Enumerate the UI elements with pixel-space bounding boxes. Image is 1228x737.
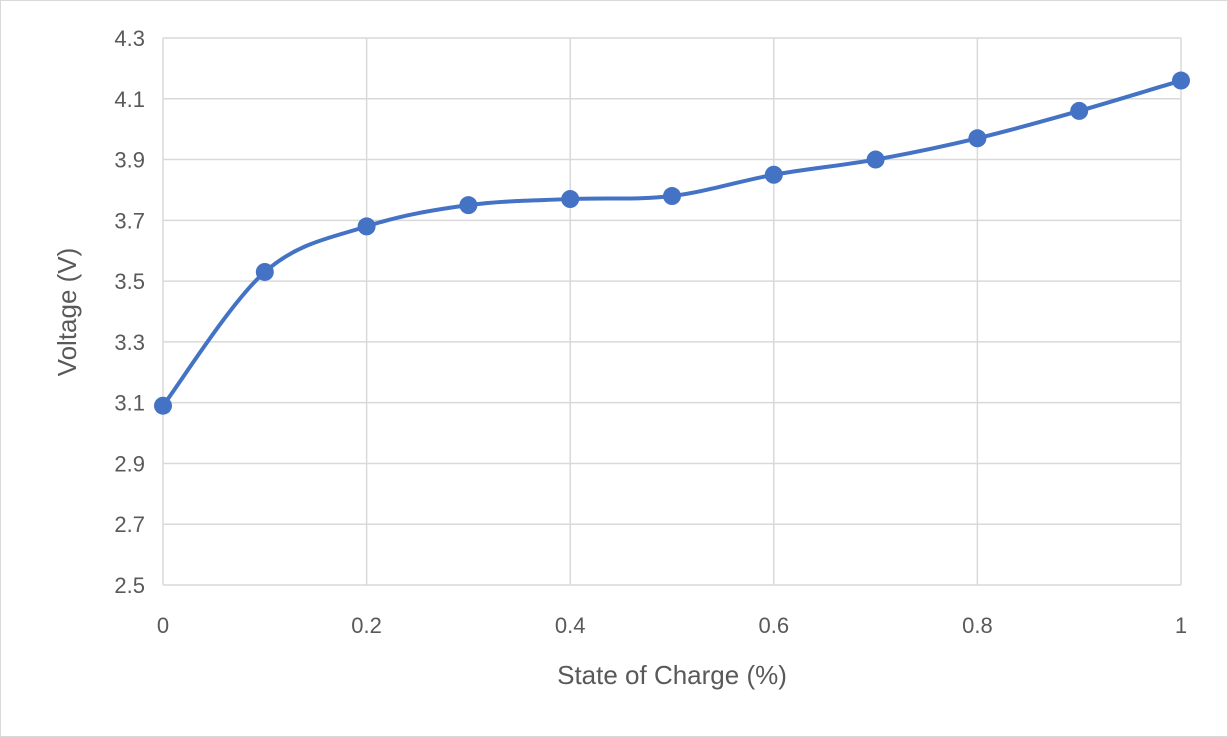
y-tick-label: 4.1 [114, 87, 145, 112]
data-point [968, 129, 987, 148]
y-tick-labels: 2.5 2.7 2.9 3.1 3.3 3.5 3.7 3.9 4.1 4.3 [114, 26, 145, 598]
data-point [663, 187, 681, 206]
x-tick-label: 0.2 [351, 613, 382, 638]
x-tick-labels: 0 0.2 0.4 0.6 0.8 1 [157, 613, 1187, 638]
x-tick-label: 1 [1175, 613, 1187, 638]
data-point [866, 150, 885, 169]
x-axis-title: State of Charge (%) [557, 660, 787, 690]
y-tick-label: 3.5 [114, 269, 145, 294]
x-tick-label: 0 [157, 613, 169, 638]
y-tick-label: 2.7 [114, 512, 145, 537]
y-tick-label: 3.3 [114, 330, 145, 355]
data-point [1172, 71, 1190, 90]
y-tick-label: 4.3 [114, 26, 145, 51]
x-tick-label: 0.4 [555, 613, 586, 638]
data-point [1070, 101, 1089, 120]
data-point [357, 217, 376, 236]
x-tick-label: 0.8 [962, 613, 993, 638]
y-tick-label: 3.9 [114, 148, 145, 173]
y-tick-label: 2.5 [114, 573, 145, 598]
series-group [154, 71, 1190, 415]
y-axis-title: Voltage (V) [52, 248, 82, 377]
data-point [255, 262, 274, 281]
gridlines [162, 37, 1182, 586]
data-point [764, 165, 783, 184]
data-point [459, 196, 478, 215]
y-tick-label: 3.1 [114, 391, 145, 416]
series-line [161, 78, 1183, 408]
y-tick-label: 2.9 [114, 451, 145, 476]
data-point [561, 190, 580, 209]
y-tick-label: 3.7 [114, 208, 145, 233]
data-point [154, 396, 172, 415]
x-tick-label: 0.6 [759, 613, 790, 638]
